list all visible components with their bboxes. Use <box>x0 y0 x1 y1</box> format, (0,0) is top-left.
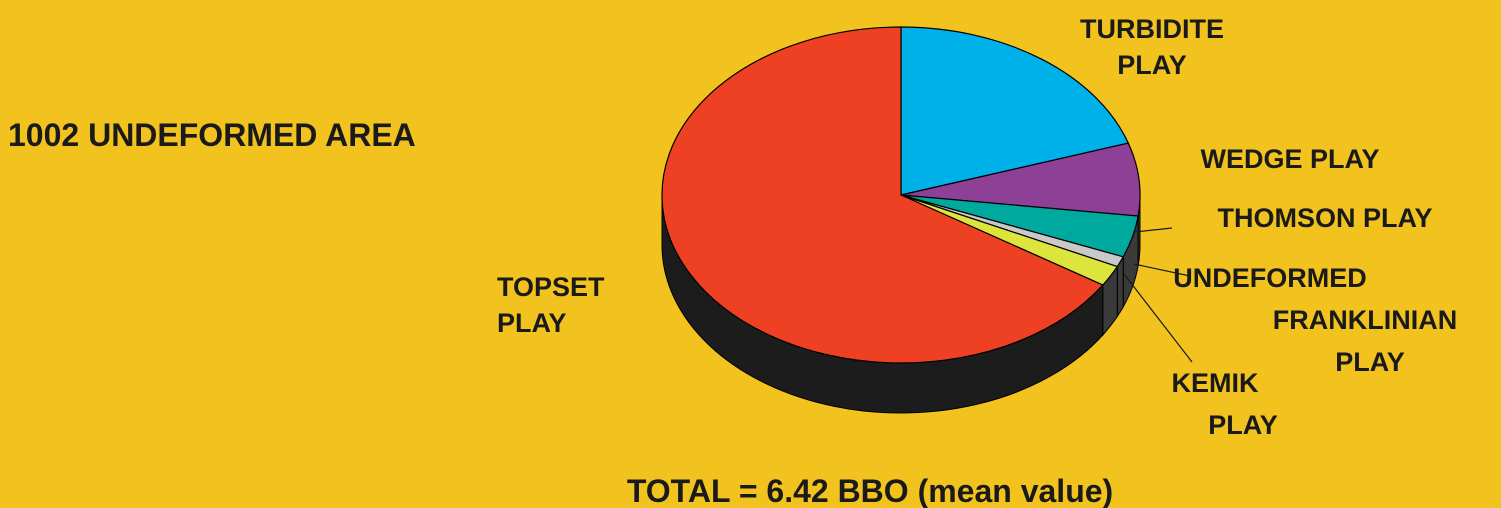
slice-label: WEDGE PLAY <box>1200 144 1379 174</box>
slice-label-line: TURBIDITE <box>1080 14 1224 44</box>
slice-label: TOPSET PLAY <box>497 272 605 338</box>
slice-label-line: PLAY <box>1208 410 1278 440</box>
slice-label-line: THOMSON PLAY <box>1217 203 1432 233</box>
slice-label: TURBIDITE PLAY <box>1080 14 1224 80</box>
slice-label-line: PLAY <box>1117 50 1187 80</box>
slice-label-line: PLAY <box>1335 347 1405 377</box>
leader-line <box>1123 273 1193 363</box>
pie-slice <box>900 26 1130 196</box>
leader-line <box>1134 227 1173 233</box>
slice-label-line: TOPSET <box>497 272 605 302</box>
slice-label-line: WEDGE PLAY <box>1200 144 1379 174</box>
pie-slice <box>900 142 1141 217</box>
slice-label: UNDEFORMED FRANKLINIAN PLAY <box>1173 263 1457 377</box>
slice-label: THOMSON PLAY <box>1217 203 1432 233</box>
slice-label: KEMIK PLAY <box>1172 368 1278 440</box>
leader-line <box>1133 263 1191 277</box>
slice-label-line: UNDEFORMED <box>1173 263 1367 293</box>
pie-slice <box>661 26 1104 364</box>
chart-title: 1002 UNDEFORMED AREA <box>8 117 416 153</box>
slice-label-line: PLAY <box>497 308 567 338</box>
slice-label-line: FRANKLINIAN <box>1273 305 1457 335</box>
slice-label-line: KEMIK <box>1172 368 1260 398</box>
chart-subtitle: TOTAL = 6.42 BBO (mean value) <box>627 473 1113 508</box>
